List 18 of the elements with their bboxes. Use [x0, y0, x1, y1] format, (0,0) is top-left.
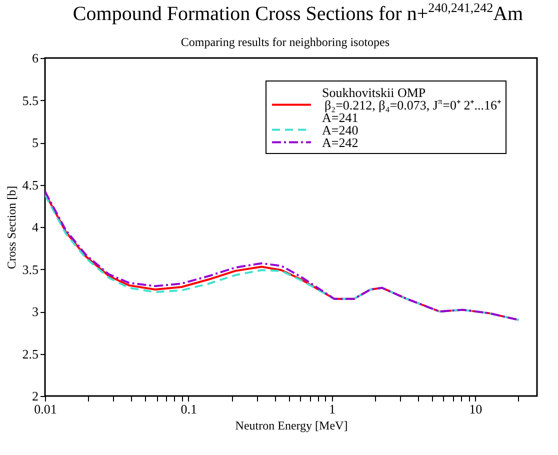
y-axis-title: Cross Section [b] [4, 186, 18, 270]
y-tick-label: 4.5 [22, 177, 38, 192]
y-tick-label: 6 [32, 50, 39, 66]
y-tick-label: 2 [32, 388, 38, 404]
chart-subtitle: Comparing results for neighboring isotopes [180, 35, 390, 49]
x-tick-label: 10 [469, 402, 482, 416]
y-tick-label: 4 [32, 220, 39, 234]
x-tick-label: 0.1 [180, 402, 198, 416]
legend-label: A=242 [322, 134, 358, 150]
x-axis-title: Neutron Energy [MeV] [235, 418, 348, 432]
y-tick-label: 5.5 [22, 92, 38, 108]
y-tick-label: 2.5 [22, 346, 38, 362]
x-tick-label: 0.01 [34, 402, 57, 416]
y-tick-label: 3.5 [22, 262, 38, 277]
y-tick-label: 5 [32, 135, 38, 150]
x-tick-label: 1 [329, 402, 336, 416]
legend-label: A=240 [322, 122, 358, 138]
y-tick-label: 3 [32, 304, 38, 319]
